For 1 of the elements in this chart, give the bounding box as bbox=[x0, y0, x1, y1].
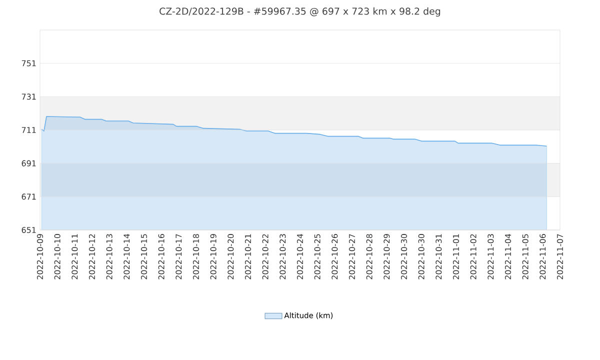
chart-title: CZ-2D/2022-129B - #59967.35 @ 697 x 723 km x 98.2 deg bbox=[160, 7, 440, 17]
